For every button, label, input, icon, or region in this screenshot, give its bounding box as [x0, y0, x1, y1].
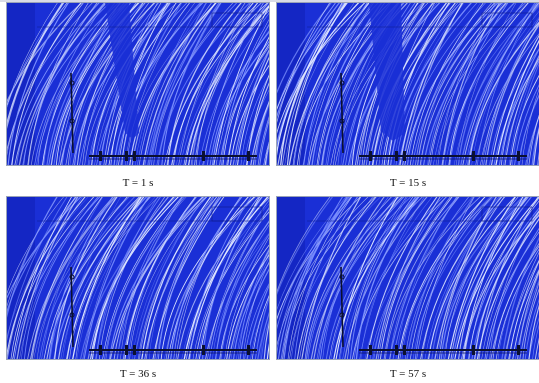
- simulation-panel-2: [276, 2, 539, 166]
- simulation-panel-1: [6, 2, 270, 166]
- simulation-panel-3: [6, 196, 270, 360]
- streamline-field: [277, 197, 539, 359]
- panel-caption: T = 1 s: [122, 177, 154, 189]
- streamline-field: [7, 197, 269, 359]
- streamline-field: [277, 3, 539, 165]
- panel-caption: T = 15 s: [389, 177, 427, 189]
- panel-caption: T = 57 s: [389, 368, 427, 380]
- streamline-field: [7, 3, 269, 165]
- top-edge: [0, 0, 539, 2]
- panel-caption: T = 36 s: [119, 368, 157, 380]
- simulation-panel-4: [276, 196, 539, 360]
